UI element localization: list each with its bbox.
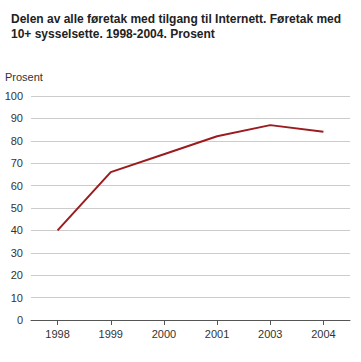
svg-text:1998: 1998 (45, 328, 69, 340)
svg-text:40: 40 (11, 224, 23, 236)
svg-text:90: 90 (11, 112, 23, 124)
svg-text:2004: 2004 (311, 328, 335, 340)
svg-text:10+ sysselsette. 1998-2004. Pr: 10+ sysselsette. 1998-2004. Prosent (11, 27, 215, 41)
svg-text:30: 30 (11, 247, 23, 259)
svg-text:0: 0 (17, 314, 23, 326)
svg-text:1999: 1999 (99, 328, 123, 340)
svg-text:2000: 2000 (152, 328, 176, 340)
svg-text:20: 20 (11, 269, 23, 281)
svg-text:50: 50 (11, 202, 23, 214)
svg-text:Prosent: Prosent (5, 71, 43, 83)
svg-text:80: 80 (11, 135, 23, 147)
svg-text:2003: 2003 (258, 328, 282, 340)
svg-text:70: 70 (11, 157, 23, 169)
svg-text:10: 10 (11, 292, 23, 304)
svg-text:60: 60 (11, 180, 23, 192)
svg-text:2001: 2001 (205, 328, 229, 340)
svg-text:Delen av alle føretak med tilg: Delen av alle føretak med tilgang til In… (11, 12, 344, 26)
svg-text:100: 100 (5, 90, 23, 102)
